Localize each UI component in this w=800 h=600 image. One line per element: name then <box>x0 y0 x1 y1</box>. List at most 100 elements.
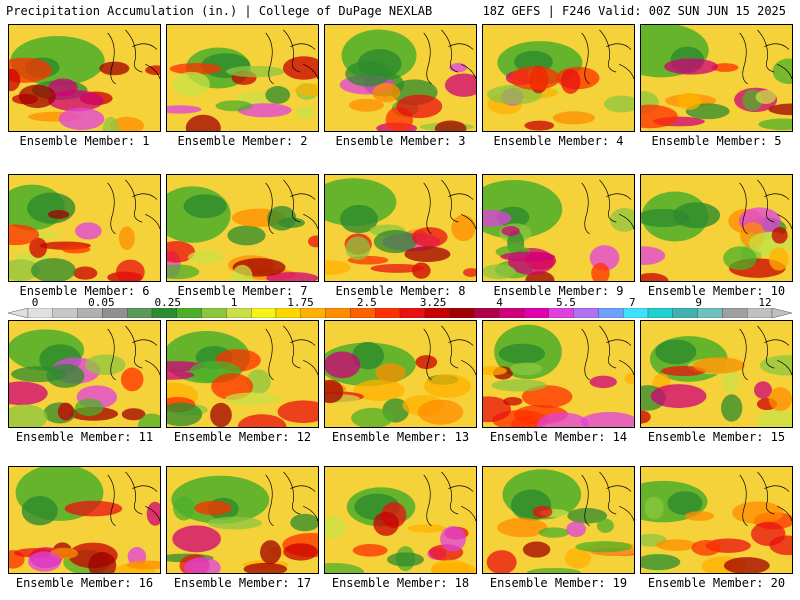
colorbar-swatch <box>350 308 376 318</box>
colorbar-swatch <box>747 308 773 318</box>
ensemble-panel-1 <box>8 24 161 132</box>
colorbar-swatch <box>201 308 227 318</box>
colorbar-left-arrow <box>8 308 29 318</box>
ensemble-member-label: Ensemble Member: 17 <box>173 576 312 590</box>
precip-map <box>483 467 634 573</box>
precip-map <box>325 175 476 281</box>
precip-map <box>483 175 634 281</box>
ensemble-panel-19 <box>482 466 635 574</box>
colorbar-tick-label: 12 <box>758 296 772 309</box>
ensemble-member-label: Ensemble Member: 7 <box>177 284 308 298</box>
colorbar-tick-label: 4 <box>496 296 503 309</box>
ensemble-panel-6 <box>8 174 161 282</box>
ensemble-panel-8 <box>324 174 477 282</box>
ensemble-panel-16 <box>8 466 161 574</box>
precip-map <box>9 467 160 573</box>
ensemble-panel-13 <box>324 320 477 428</box>
colorbar-swatch <box>77 308 103 318</box>
precip-map <box>325 25 476 131</box>
colorbar-swatch <box>697 308 723 318</box>
ensemble-panel-7 <box>166 174 319 282</box>
title-right: 18Z GEFS | F246 Valid: 00Z SUN JUN 15 20… <box>482 4 786 18</box>
precip-map <box>167 25 318 131</box>
ensemble-member-label: Ensemble Member: 11 <box>15 430 154 444</box>
precip-map <box>325 321 476 427</box>
colorbar-right-arrow <box>771 308 792 318</box>
colorbar-swatch <box>251 308 277 318</box>
ensemble-member-label: Ensemble Member: 15 <box>647 430 786 444</box>
ensemble-panel-9 <box>482 174 635 282</box>
colorbar-tick-label: 1.75 <box>287 296 314 309</box>
ensemble-panel-10 <box>640 174 793 282</box>
precip-map <box>641 175 792 281</box>
precip-map <box>167 321 318 427</box>
colorbar-tick-label: 5.5 <box>555 296 576 309</box>
colorbar-tick-label: 0 <box>31 296 39 309</box>
colorbar-swatch <box>623 308 649 318</box>
ensemble-member-label: Ensemble Member: 13 <box>331 430 470 444</box>
colorbar-swatch <box>325 308 351 318</box>
colorbar-swatch <box>102 308 128 318</box>
ensemble-member-label: Ensemble Member: 1 <box>19 134 150 148</box>
ensemble-member-label: Ensemble Member: 9 <box>493 284 624 298</box>
ensemble-member-label: Ensemble Member: 6 <box>19 284 150 298</box>
ensemble-member-label: Ensemble Member: 14 <box>489 430 628 444</box>
ensemble-panel-14 <box>482 320 635 428</box>
ensemble-member-label: Ensemble Member: 3 <box>335 134 466 148</box>
precip-map <box>9 321 160 427</box>
ensemble-panel-11 <box>8 320 161 428</box>
colorbar-swatch <box>548 308 574 318</box>
ensemble-member-label: Ensemble Member: 5 <box>651 134 782 148</box>
colorbar-swatch <box>722 308 748 318</box>
ensemble-panel-3 <box>324 24 477 132</box>
colorbar-swatch <box>226 308 252 318</box>
precip-map <box>641 25 792 131</box>
ensemble-panel-12 <box>166 320 319 428</box>
precip-map <box>9 25 160 131</box>
precip-map <box>167 467 318 573</box>
colorbar-swatch <box>647 308 673 318</box>
colorbar <box>8 308 792 318</box>
ensemble-member-label: Ensemble Member: 16 <box>15 576 154 590</box>
ensemble-member-label: Ensemble Member: 2 <box>177 134 308 148</box>
colorbar-swatch <box>399 308 425 318</box>
ensemble-member-label: Ensemble Member: 4 <box>493 134 624 148</box>
colorbar-swatch <box>424 308 450 318</box>
ensemble-panel-4 <box>482 24 635 132</box>
colorbar-tick-label: 1 <box>230 296 238 309</box>
ensemble-panel-5 <box>640 24 793 132</box>
precip-map <box>483 321 634 427</box>
colorbar-swatch <box>573 308 599 318</box>
precip-map <box>641 467 792 573</box>
ensemble-member-label: Ensemble Member: 18 <box>331 576 470 590</box>
colorbar-swatch <box>275 308 301 318</box>
ensemble-panel-17 <box>166 466 319 574</box>
ensemble-member-label: Ensemble Member: 12 <box>173 430 312 444</box>
colorbar-swatch <box>300 308 326 318</box>
precip-map <box>167 175 318 281</box>
colorbar-tick-label: 9 <box>695 296 702 309</box>
precip-map <box>325 467 476 573</box>
colorbar-tick-label: 2.5 <box>356 296 377 309</box>
colorbar-swatch <box>449 308 475 318</box>
ensemble-member-label: Ensemble Member: 10 <box>647 284 786 298</box>
ensemble-panel-15 <box>640 320 793 428</box>
colorbar-swatch <box>375 308 401 318</box>
colorbar-tick-label: 3.25 <box>419 296 447 309</box>
colorbar-tick-label: 0.25 <box>154 296 181 309</box>
colorbar-swatch <box>127 308 153 318</box>
ensemble-panel-2 <box>166 24 319 132</box>
colorbar-swatch <box>27 308 53 318</box>
colorbar-swatch <box>598 308 624 318</box>
colorbar-tick-label: 0.05 <box>88 296 115 309</box>
colorbar-tick-label: 7 <box>628 296 636 309</box>
ensemble-member-label: Ensemble Member: 8 <box>335 284 466 298</box>
ensemble-panel-20 <box>640 466 793 574</box>
colorbar-swatch <box>474 308 500 318</box>
colorbar-swatch <box>176 308 202 318</box>
colorbar-swatch <box>151 308 177 318</box>
ensemble-member-label: Ensemble Member: 20 <box>647 576 786 590</box>
colorbar-swatch <box>52 308 78 318</box>
colorbar-swatch <box>672 308 698 318</box>
precip-map <box>9 175 160 281</box>
